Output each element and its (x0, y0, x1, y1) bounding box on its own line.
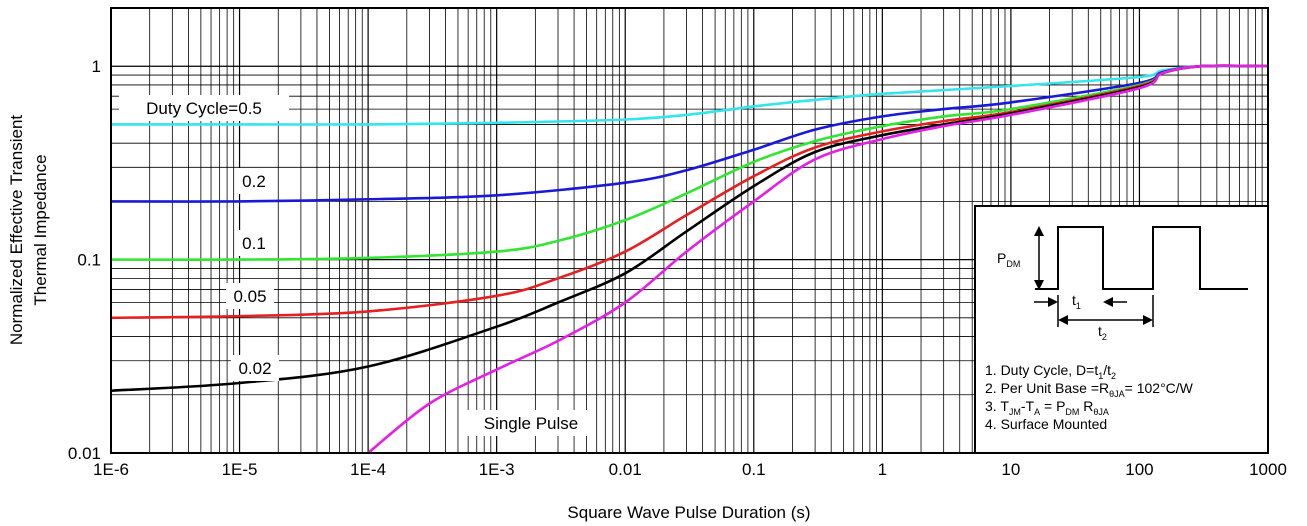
inset-note: 3. TJM-TA = PDM RθJA (985, 398, 1109, 417)
x-tick-label: 1E-4 (350, 460, 386, 479)
inset-legend: PDM t1 t2 1. Duty Cycle, D=t1/t22. Per U… (974, 205, 1269, 454)
series-label-bg (236, 168, 272, 194)
t1-arrow-head-right (1103, 297, 1113, 307)
y-tick-label: 1 (92, 57, 101, 76)
y-tick-label: 0.01 (68, 444, 101, 463)
series-labels: Duty Cycle=0.5 0.2 0.1 0.05 0.02 Single Pulse (119, 95, 596, 436)
inset-note: 1. Duty Cycle, D=t1/t2 (985, 362, 1116, 381)
series-label: 0.1 (242, 234, 266, 253)
series-label-bg (119, 95, 289, 121)
inset-box (974, 205, 1269, 454)
y-axis-label-line-2: Thermal Impedance (31, 154, 50, 305)
inset-note: 4. Surface Mounted (985, 416, 1107, 432)
x-tick-label: 10 (1001, 460, 1020, 479)
t2-arrow-head-left (1058, 315, 1068, 325)
x-tick-label: 100 (1125, 460, 1153, 479)
series-label-bg (231, 355, 279, 381)
series-lines (110, 64, 1269, 455)
x-tick-label: 1 (878, 460, 887, 479)
y-axis-label-line-1: Normalized Effective Transient (7, 115, 26, 346)
pdm-arrow-head-bottom (1034, 280, 1044, 290)
x-tick-label: 0.1 (742, 460, 766, 479)
x-tick-label: 1000 (1249, 460, 1287, 479)
pdm-arrow-head-top (1034, 226, 1044, 236)
x-tick-label: 0.01 (609, 460, 642, 479)
series-label-bg (466, 410, 596, 436)
series-label: Duty Cycle=0.5 (146, 99, 262, 118)
t1-arrow-head-left (1048, 297, 1058, 307)
x-axis-label: Square Wave Pulse Duration (s) (567, 503, 810, 522)
inset-notes: 1. Duty Cycle, D=t1/t22. Per Unit Base =… (985, 362, 1194, 432)
x-tick-label: 1E-5 (222, 460, 258, 479)
series-label-bg (226, 283, 274, 309)
t1-label: t1 (1072, 292, 1081, 311)
y-tick-label: 0.1 (77, 251, 101, 270)
series-line-0 (111, 64, 1269, 126)
x-tick-label: 1E-6 (93, 460, 129, 479)
series-label: 0.2 (242, 172, 266, 191)
t2-label: t2 (1098, 323, 1107, 342)
inset-note: 2. Per Unit Base =RθJA= 102°C/W (985, 380, 1194, 399)
t2-arrow-head-right (1143, 315, 1153, 325)
x-tick-label: 1E-3 (479, 460, 515, 479)
pulse-waveform (1035, 226, 1248, 290)
series-label: Single Pulse (484, 414, 579, 433)
series-line-5 (367, 64, 1269, 455)
pdm-label: PDM (997, 250, 1020, 269)
series-label: 0.05 (233, 287, 266, 306)
series-line-1 (110, 64, 1269, 203)
tick-labels: 1E-6 1E-5 1E-4 1E-3 0.01 0.1 1 10 100 1000 0.01 0.1… (68, 57, 1287, 479)
series-label-bg (236, 230, 272, 256)
series-label: 0.02 (238, 359, 271, 378)
